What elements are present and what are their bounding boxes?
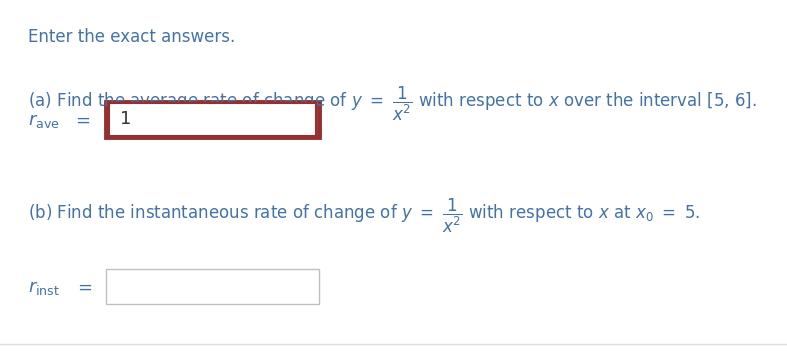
Text: Enter the exact answers.: Enter the exact answers. — [28, 28, 235, 46]
Text: $r_{\mathrm{ave}}$: $r_{\mathrm{ave}}$ — [28, 112, 60, 130]
Text: 1: 1 — [120, 110, 131, 128]
Text: $r_{\mathrm{inst}}$: $r_{\mathrm{inst}}$ — [28, 279, 61, 297]
Text: =: = — [77, 279, 92, 297]
Text: (b) Find the instantaneous rate of change of $y\ =\ \dfrac{1}{x^2}$ with respect: (b) Find the instantaneous rate of chang… — [28, 197, 700, 235]
Text: (a) Find the average rate of change of $y\ =\ \dfrac{1}{x^2}$ with respect to $x: (a) Find the average rate of change of $… — [28, 84, 757, 122]
Text: =: = — [75, 112, 90, 130]
